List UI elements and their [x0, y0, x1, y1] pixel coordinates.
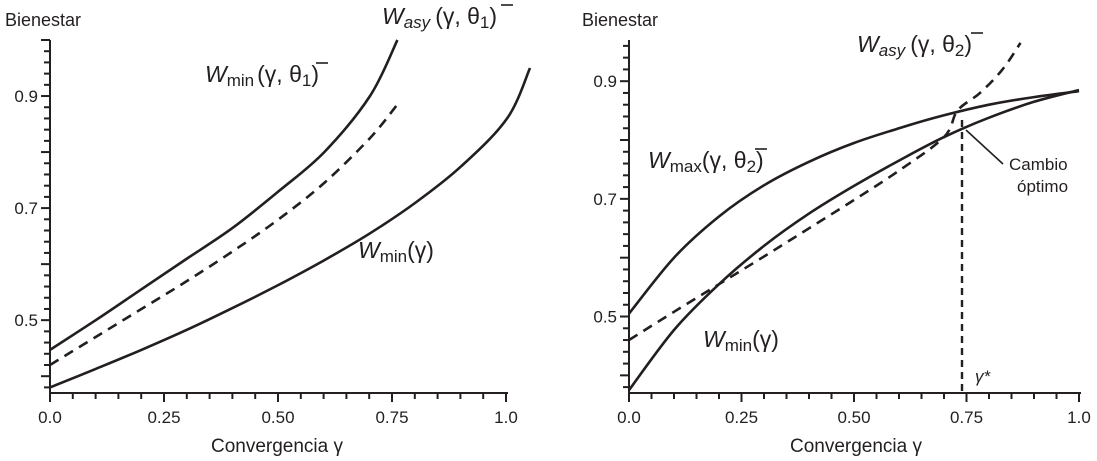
x-tick-label: 0.75 — [950, 408, 983, 427]
x-axis-title-left: Convergencia γ — [211, 436, 344, 457]
x-tick-label: 0.25 — [725, 408, 758, 427]
series-w-min-left — [49, 67, 532, 389]
series-w-min-theta1-left — [49, 39, 399, 351]
series-w-min-right — [627, 88, 1080, 391]
y-tick-label: 0.5 — [593, 308, 617, 327]
left-chart-panel: Bienestar 0.5 0.7 0.9 0.0 0.25 0.50 0.75 1.0 Wm… — [5, 3, 532, 457]
x-tick-label: 0.25 — [147, 408, 180, 427]
x-tick-label: 0.50 — [837, 408, 870, 427]
y-tick-label: 0.9 — [593, 72, 617, 91]
series-w-asy-theta2-right — [628, 42, 1022, 342]
y-tick-label: 0.9 — [14, 87, 38, 106]
label-w-min-theta1: Wmin (γ, θ1) — [205, 61, 319, 90]
label-w-asy-theta2: Wasy (γ, θ2) — [857, 31, 972, 60]
x-tick-label: 1.0 — [494, 408, 518, 427]
label-w-min-left: Wmin(γ) — [358, 237, 434, 266]
y-axis-title-left: Bienestar — [5, 10, 81, 30]
label-w-max-theta2: Wmax(γ, θ2) — [648, 147, 764, 176]
right-axes: 0.5 0.7 0.9 0.0 0.25 0.50 0.75 1.0 — [593, 40, 1091, 427]
x-tick-label: 0.0 — [617, 408, 641, 427]
y-tick-label: 0.7 — [14, 199, 38, 218]
left-curves — [49, 39, 532, 389]
x-tick-label: 0.50 — [261, 408, 294, 427]
gamma-star-label: γ* — [975, 367, 992, 386]
series-w-max-theta2-right — [627, 89, 1080, 315]
label-w-asy-theta1: Wasy (γ, θ1) — [382, 3, 497, 32]
y-axis-title-right: Bienestar — [582, 10, 658, 30]
optimal-change-label-line1: Cambio — [1009, 155, 1068, 174]
x-tick-label: 1.0 — [1067, 408, 1091, 427]
right-curves — [627, 42, 1080, 391]
optimal-change-pointer — [965, 129, 1004, 165]
right-chart-panel: Bienestar 0.5 0.7 0.9 0.0 0.25 0.50 0.75 1.0 γ*… — [582, 10, 1091, 457]
optimal-change-label-line2: óptimo — [1017, 177, 1068, 196]
series-w-asy-theta1-left — [49, 103, 399, 367]
x-axis-title-right: Convergencia γ — [790, 436, 923, 457]
x-tick-label: 0.75 — [375, 408, 408, 427]
x-tick-label: 0.0 — [38, 408, 62, 427]
left-axes: 0.5 0.7 0.9 0.0 0.25 0.50 0.75 1.0 — [14, 39, 518, 427]
y-tick-label: 0.5 — [14, 311, 38, 330]
y-tick-label: 0.7 — [593, 190, 617, 209]
label-w-min-right: Wmin(γ) — [703, 326, 779, 355]
